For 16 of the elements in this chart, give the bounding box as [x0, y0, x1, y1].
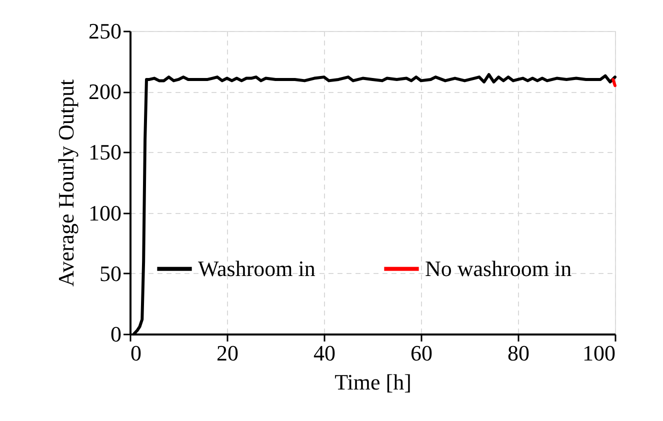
- y-axis-title: Average Hourly Output: [54, 79, 78, 287]
- x-tick-label: 60: [410, 340, 432, 366]
- y-tick-label: 250: [88, 18, 122, 44]
- legend-label: No washroom in: [425, 256, 572, 281]
- y-tick-label: 200: [88, 79, 122, 104]
- y-tick-label: 50: [100, 260, 122, 286]
- x-tick-label: 0: [130, 340, 142, 366]
- x-tick-label: 80: [508, 340, 530, 366]
- y-tick-label: 150: [88, 140, 122, 165]
- x-tick-label: 100: [582, 340, 616, 366]
- legend-label: Washroom in: [198, 256, 316, 281]
- x-axis-title: Time [h]: [334, 370, 412, 394]
- y-tick-label: 100: [88, 200, 122, 226]
- x-tick-label: 40: [314, 340, 336, 366]
- y-tick-label: 0: [110, 322, 122, 346]
- x-tick-label: 20: [216, 340, 238, 366]
